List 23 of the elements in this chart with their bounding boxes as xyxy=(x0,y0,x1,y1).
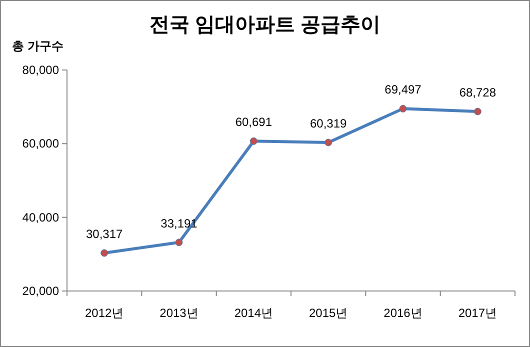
chart-title: 전국 임대아파트 공급추이 xyxy=(149,14,381,36)
x-tick-label: 2015년 xyxy=(308,306,348,320)
point xyxy=(474,108,482,116)
y-tick-label: 20,000 xyxy=(22,284,60,298)
y-tick-label: 80,000 xyxy=(22,63,60,77)
point xyxy=(100,249,108,257)
data-label: 69,497 xyxy=(384,82,422,97)
data-label: 68,728 xyxy=(459,86,496,100)
x-tick-label: 2017년 xyxy=(458,306,498,320)
y-axis-title: 총 가구수 xyxy=(12,39,64,53)
point xyxy=(324,138,332,146)
x-tick-label: 2016년 xyxy=(384,306,422,320)
point xyxy=(399,104,407,112)
y-tick-label: 60,000 xyxy=(22,136,60,151)
data-label: 60,319 xyxy=(310,116,348,130)
point xyxy=(250,137,258,145)
x-tick-label: 2013년 xyxy=(160,306,198,320)
x-tick-label: 2012년 xyxy=(84,306,124,320)
data-label: 60,691 xyxy=(235,115,272,130)
point xyxy=(175,238,183,246)
x-tick-label: 2014년 xyxy=(234,306,274,320)
data-label: 30,317 xyxy=(86,227,124,241)
y-tick-label: 40,000 xyxy=(22,210,60,224)
